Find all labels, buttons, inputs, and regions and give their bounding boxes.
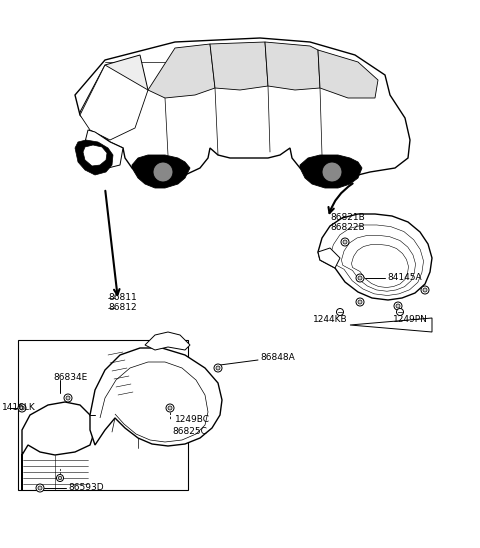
Circle shape <box>58 476 62 480</box>
Circle shape <box>394 302 402 310</box>
Polygon shape <box>210 42 268 90</box>
Circle shape <box>356 274 364 282</box>
Polygon shape <box>80 55 148 118</box>
Circle shape <box>36 484 44 492</box>
Text: 1244KB: 1244KB <box>313 316 348 324</box>
Circle shape <box>20 406 24 410</box>
Text: 86811: 86811 <box>108 294 137 302</box>
Text: 1249BC: 1249BC <box>175 415 210 425</box>
Text: 86834E: 86834E <box>53 374 87 383</box>
Circle shape <box>396 304 400 308</box>
Circle shape <box>168 406 172 410</box>
Circle shape <box>66 396 70 400</box>
Text: 86822B: 86822B <box>330 224 365 232</box>
Polygon shape <box>90 348 222 446</box>
Polygon shape <box>265 42 320 90</box>
Polygon shape <box>75 38 410 178</box>
Polygon shape <box>83 145 107 166</box>
Text: 86848A: 86848A <box>260 353 295 362</box>
Polygon shape <box>300 155 362 188</box>
Circle shape <box>38 486 42 490</box>
Polygon shape <box>145 332 190 350</box>
Circle shape <box>336 309 344 316</box>
Text: 1416LK: 1416LK <box>2 403 36 413</box>
Polygon shape <box>132 155 190 188</box>
Text: 86825C: 86825C <box>172 427 207 437</box>
Circle shape <box>396 309 404 316</box>
Circle shape <box>421 286 429 294</box>
Circle shape <box>322 162 342 182</box>
Polygon shape <box>350 318 432 332</box>
Circle shape <box>356 298 364 306</box>
Polygon shape <box>80 65 148 140</box>
Text: 86593D: 86593D <box>68 483 104 493</box>
Text: 84145A: 84145A <box>387 273 421 283</box>
Circle shape <box>216 366 220 370</box>
Text: 1249PN: 1249PN <box>393 316 428 324</box>
Circle shape <box>358 276 362 280</box>
Circle shape <box>214 364 222 372</box>
Circle shape <box>343 240 347 244</box>
Circle shape <box>341 238 349 246</box>
Text: 86821B: 86821B <box>330 214 365 222</box>
Polygon shape <box>318 50 378 98</box>
Polygon shape <box>22 402 95 490</box>
Circle shape <box>358 300 362 304</box>
Circle shape <box>423 288 427 292</box>
Circle shape <box>57 475 63 482</box>
Polygon shape <box>75 140 113 175</box>
Circle shape <box>166 404 174 412</box>
Polygon shape <box>148 44 215 98</box>
Polygon shape <box>318 248 340 268</box>
Circle shape <box>153 162 173 182</box>
Bar <box>18 340 188 490</box>
Circle shape <box>18 404 26 412</box>
Polygon shape <box>318 214 432 300</box>
Circle shape <box>64 394 72 402</box>
Text: 86812: 86812 <box>108 304 137 312</box>
Polygon shape <box>85 130 123 168</box>
